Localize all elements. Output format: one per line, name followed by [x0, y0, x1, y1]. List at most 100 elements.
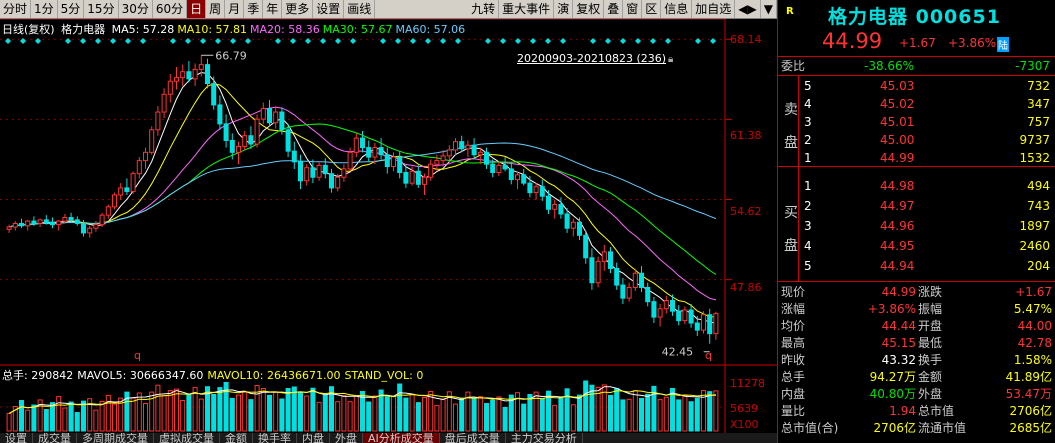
- stat-row[interactable]: 总手 94.27万 金额 41.89亿: [778, 368, 1055, 386]
- y-label-3: 54.62: [730, 205, 762, 218]
- candle-body: [415, 170, 421, 185]
- indicator-tab[interactable]: 主力交易分析: [506, 433, 583, 443]
- lugutong-badge[interactable]: 陆: [997, 37, 1009, 52]
- candle-body: [452, 141, 459, 151]
- volume-bar: [502, 406, 508, 432]
- weibi-label: 委比: [781, 59, 806, 73]
- period-tab[interactable]: 15分: [84, 0, 119, 18]
- toolbar-tool-button[interactable]: 加自选: [692, 0, 736, 18]
- toolbar-tool-button[interactable]: 叠: [604, 0, 624, 18]
- volume-bar: [595, 386, 601, 432]
- kline-chart[interactable]: 66.79 42.45 q q 日线(复权) 格力电器 MA5: 57.28 MA10:…: [0, 19, 777, 433]
- r-icon[interactable]: R: [786, 6, 794, 17]
- ma-legend-item: MA5: 57.28: [111, 23, 175, 36]
- period-tab[interactable]: 5分: [58, 0, 85, 18]
- date-range-label[interactable]: 20200903-20210823 (236) 🔒︎: [517, 52, 673, 65]
- scroll-arrows-icon[interactable]: ◀▶: [735, 0, 761, 18]
- candle-body: [514, 174, 521, 181]
- candle-body: [18, 222, 25, 227]
- volume-bar: [68, 401, 74, 432]
- volume-bar: [651, 385, 657, 432]
- toolbar-spacer: [375, 0, 468, 18]
- indicator-tab[interactable]: 设置: [0, 433, 33, 443]
- bid-row[interactable]: 1 44.98 494: [778, 177, 1055, 195]
- stat-row[interactable]: 内盘 40.80万 外盘 53.47万: [778, 385, 1055, 403]
- ask-row[interactable]: 3 45.01 757: [778, 113, 1055, 131]
- stat-row[interactable]: 最高 45.15 最低 42.78: [778, 334, 1055, 352]
- stat-value: 2706亿: [873, 421, 916, 435]
- stat-row[interactable]: 现价 44.99 涨跌 +1.67: [778, 283, 1055, 301]
- toolbar-tool-button[interactable]: 区: [642, 0, 662, 18]
- bid-row[interactable]: 3 44.96 1897: [778, 217, 1055, 235]
- toolbar-tool-button[interactable]: 复权: [573, 0, 605, 18]
- period-tab[interactable]: 分时: [0, 0, 32, 18]
- kline-canvas[interactable]: 66.79 42.45 q q: [0, 19, 777, 433]
- ask-row[interactable]: 4 45.02 347: [778, 95, 1055, 113]
- candle-body: [285, 129, 291, 152]
- candle-body: [25, 220, 31, 227]
- candle-body: [477, 151, 483, 156]
- volume-bar: [384, 396, 390, 432]
- toolbar-tool-button[interactable]: 九转: [468, 0, 500, 18]
- indicator-tab[interactable]: 虚拟成交量: [154, 433, 220, 443]
- stat-row[interactable]: 均价 44.44 开盘 44.00: [778, 317, 1055, 335]
- volume-bar: [409, 394, 415, 432]
- volume-legend: 总手: 290842 MAVOL5: 30666347.60 MAVOL10: 26…: [2, 367, 427, 383]
- toolbar-tool-button[interactable]: 重大事件: [499, 0, 555, 18]
- stat-value: 45.15: [881, 336, 916, 350]
- period-tab[interactable]: 更多: [282, 0, 314, 18]
- period-tab[interactable]: 周: [206, 0, 226, 18]
- ask-row[interactable]: 2 45.00 9737: [778, 131, 1055, 149]
- volume-bar: [607, 394, 614, 432]
- toolbar-tool-button[interactable]: 信息: [661, 0, 693, 18]
- indicator-tab[interactable]: AI分析成交量: [363, 433, 440, 443]
- candle-body: [130, 173, 136, 192]
- candle-body: [161, 93, 167, 113]
- stat-row[interactable]: 总市值(合) 2706亿 流通市值 2685亿: [778, 419, 1055, 437]
- period-tab[interactable]: 60分: [153, 0, 188, 18]
- bid-row[interactable]: 2 44.97 743: [778, 197, 1055, 215]
- toolbar-tool-button[interactable]: 演: [554, 0, 574, 18]
- bid-row[interactable]: 5 44.94 204: [778, 257, 1055, 275]
- candle-body: [56, 220, 62, 226]
- candle-body: [645, 286, 651, 303]
- indicator-tab[interactable]: 内盘: [297, 433, 330, 443]
- period-tab[interactable]: 设置: [313, 0, 345, 18]
- indicator-tab[interactable]: 金额: [220, 433, 253, 443]
- candle-body: [676, 310, 682, 322]
- indicator-tab[interactable]: 多周期成交量: [77, 433, 154, 443]
- stat-row[interactable]: 涨幅 +3.86% 振幅 5.47%: [778, 300, 1055, 318]
- bid-price: 44.95: [880, 239, 915, 253]
- toolbar-tool-button[interactable]: 窗: [623, 0, 643, 18]
- volume-bar: [508, 394, 514, 432]
- period-tab[interactable]: 季: [244, 0, 264, 18]
- volume-bar: [254, 385, 260, 432]
- indicator-tab[interactable]: 盘后成交量: [440, 433, 506, 443]
- stat-row[interactable]: 量比 1.94 总市值 2706亿: [778, 402, 1055, 420]
- period-tab[interactable]: 日: [187, 0, 207, 18]
- stat-value: +1.67: [1015, 285, 1052, 299]
- divider: [778, 56, 1055, 57]
- lock-icon[interactable]: 🔒︎: [668, 54, 674, 65]
- candle-body: [421, 176, 428, 185]
- ask-row[interactable]: 5 45.03 732: [778, 77, 1055, 95]
- period-tab[interactable]: 1分: [31, 0, 58, 18]
- volume-bar: [576, 394, 583, 432]
- bid-row[interactable]: 4 44.95 2460: [778, 237, 1055, 255]
- legend-stock-name: 格力电器: [61, 23, 106, 36]
- dropdown-icon[interactable]: ▼: [761, 0, 777, 18]
- volume-bar: [173, 388, 180, 432]
- indicator-tab[interactable]: 换手率: [253, 433, 297, 443]
- indicator-tab[interactable]: 外盘: [330, 433, 363, 443]
- volume-bar: [130, 397, 136, 432]
- period-tab[interactable]: 年: [263, 0, 283, 18]
- period-tab[interactable]: 月: [225, 0, 245, 18]
- stat-value: 2706亿: [1009, 404, 1052, 418]
- stat-value: 43.32: [881, 353, 916, 367]
- stat-row[interactable]: 昨收 43.32 换手 1.58%: [778, 351, 1055, 369]
- stat-label: 振幅: [918, 302, 943, 316]
- period-tab[interactable]: 画线: [344, 0, 376, 18]
- indicator-tab[interactable]: 成交量: [33, 433, 77, 443]
- period-tab[interactable]: 30分: [119, 0, 153, 18]
- ask-row[interactable]: 1 44.99 1532: [778, 149, 1055, 167]
